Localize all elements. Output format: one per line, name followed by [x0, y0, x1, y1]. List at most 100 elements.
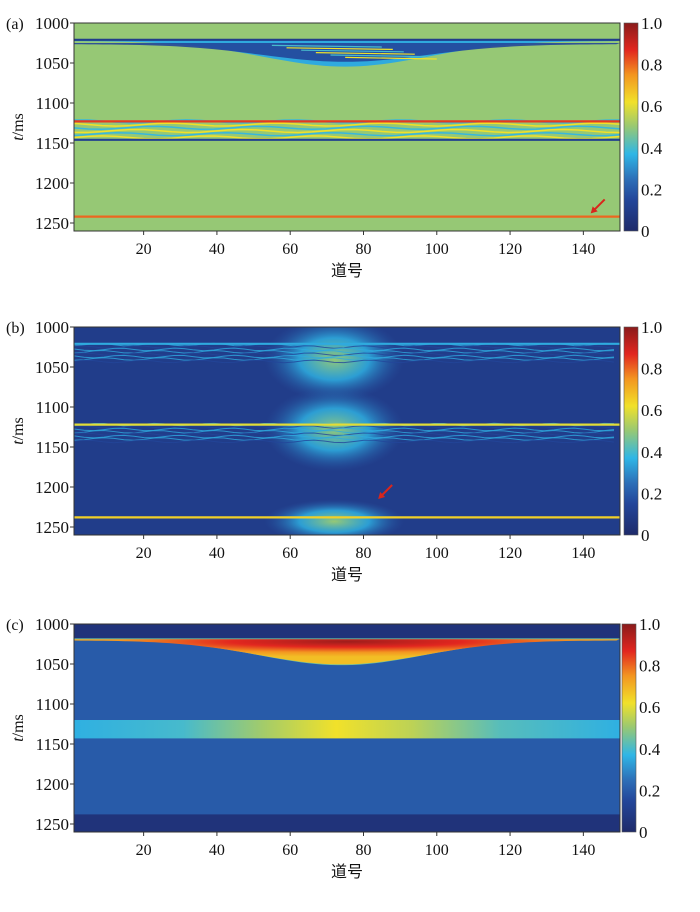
heatmap-texture [74, 437, 615, 441]
heatmap-band [74, 720, 620, 739]
x-tick-label: 80 [355, 241, 371, 258]
x-tick-label: 40 [209, 545, 225, 562]
x-tick-label: 20 [136, 545, 152, 562]
heatmap-streak [330, 54, 426, 58]
x-tick-label: 120 [498, 241, 522, 258]
x-tick-label: 120 [498, 545, 522, 562]
heatmap-block [74, 814, 620, 832]
colorbar-tick-label: 0.8 [639, 657, 660, 676]
y-tick-label: 1100 [36, 94, 69, 113]
y-tick-label: 1250 [35, 214, 69, 233]
arrow-icon [380, 484, 393, 497]
heatmap-wedge-core [74, 43, 620, 62]
panel-c: 1000 1050 1100 1150 1200 1250 20 40 60 80 100 120 14… [6, 615, 661, 881]
heatmap-texture [74, 432, 615, 437]
x-tick-label: 60 [282, 545, 298, 562]
y-tick-label: 1100 [36, 398, 69, 417]
x-tick-label: 80 [355, 545, 371, 562]
x-tick-label: 120 [498, 842, 522, 859]
y-axis-label: t/ms [10, 417, 27, 445]
heatmap-streak [315, 52, 415, 55]
y-axis-label-var: t [10, 440, 27, 445]
colorbar-tick-label: 0.8 [641, 56, 662, 75]
x-axis-label: 道号 [331, 863, 363, 881]
plot-frame [73, 22, 621, 232]
y-tick-label: 1050 [35, 358, 69, 377]
x-tick-label: 140 [571, 842, 595, 859]
panel-label: (a) [6, 16, 24, 33]
y-tick-label: 1050 [35, 54, 69, 73]
colorbar-tick-label: 1.0 [641, 318, 662, 337]
x-tick-label: 20 [136, 842, 152, 859]
colorbar-tick-label: 0.6 [639, 698, 660, 717]
colorbar [623, 22, 639, 232]
heatmap-glow [264, 499, 405, 535]
x-tick-label: 100 [425, 241, 449, 258]
colorbar-tick-label: 0.2 [641, 484, 662, 503]
heatmap-texture [74, 357, 615, 361]
heatmap-wiggle [74, 122, 620, 127]
heatmap-streak [301, 49, 404, 53]
y-axis-label-unit: /ms [10, 714, 27, 737]
y-tick-label: 1000 [35, 14, 69, 33]
heatmap-texture [74, 439, 615, 444]
heatmap-wiggle [74, 125, 620, 131]
x-tick-label: 20 [136, 241, 152, 258]
y-tick-label: 1000 [35, 318, 69, 337]
x-tick-label: 40 [209, 241, 225, 258]
x-tick-label: 60 [282, 842, 298, 859]
x-axis-label: 道号 [331, 566, 363, 584]
arrow-head-icon [378, 492, 386, 499]
y-axis-label-var: t [10, 737, 27, 742]
heatmap-wiggle [74, 128, 620, 134]
y-axis-label: t/ms [10, 714, 27, 742]
heatmap-texture [74, 359, 615, 364]
y-tick-label: 1200 [35, 478, 69, 497]
y-tick-label: 1150 [36, 735, 69, 754]
heatmap-texture [74, 345, 615, 349]
x-tick-label: 140 [571, 545, 595, 562]
heatmap-wiggle [74, 131, 620, 137]
x-tick-label: 100 [425, 842, 449, 859]
heatmap-streak [271, 44, 382, 48]
heatmap [74, 23, 620, 231]
y-axis-label-unit: /ms [10, 113, 27, 136]
y-tick-label: 1100 [36, 695, 69, 714]
y-tick-label: 1200 [35, 775, 69, 794]
y-tick-label: 1250 [35, 815, 69, 834]
y-tick-label: 1200 [35, 174, 69, 193]
x-tick-label: 100 [425, 545, 449, 562]
colorbar-tick-label: 0.2 [639, 781, 660, 800]
colorbar [623, 326, 639, 536]
colorbar-tick-label: 0 [639, 823, 648, 842]
heatmap-wedge [74, 639, 620, 665]
heatmap-texture [74, 349, 615, 354]
heatmap-streak [345, 56, 437, 60]
plot-frame [73, 623, 621, 833]
colorbar-tick-label: 0.4 [641, 139, 663, 158]
panel-a: 1000 1050 1100 1150 1200 1250 20 40 60 80 100 120 14… [6, 14, 663, 280]
panel-label: (c) [6, 617, 24, 634]
y-axis-label-unit: /ms [10, 417, 27, 440]
panel-b: 1000 1050 1100 1150 1200 1250 20 40 60 80 100 120 14… [6, 318, 663, 584]
arrow-head-icon [590, 206, 598, 214]
heatmap [74, 327, 620, 535]
heatmap [74, 624, 620, 832]
y-tick-label: 1150 [36, 134, 69, 153]
x-tick-label: 80 [355, 842, 371, 859]
x-axis-label: 道号 [331, 262, 363, 280]
colorbar-tick-label: 0.8 [641, 360, 662, 379]
y-tick-label: 1050 [35, 655, 69, 674]
heatmap-texture [74, 352, 615, 357]
panel-label: (b) [6, 320, 25, 337]
colorbar-tick-label: 0.6 [641, 97, 662, 116]
colorbar-tick-label: 0 [641, 526, 650, 545]
y-axis-label: t/ms [10, 113, 27, 141]
colorbar-tick-label: 0.2 [641, 180, 662, 199]
arrow-icon [592, 198, 606, 212]
heatmap-texture [74, 429, 615, 434]
heatmap-texture [74, 425, 615, 429]
x-tick-label: 60 [282, 241, 298, 258]
colorbar-tick-label: 0.4 [641, 443, 663, 462]
y-tick-label: 1150 [36, 438, 69, 457]
